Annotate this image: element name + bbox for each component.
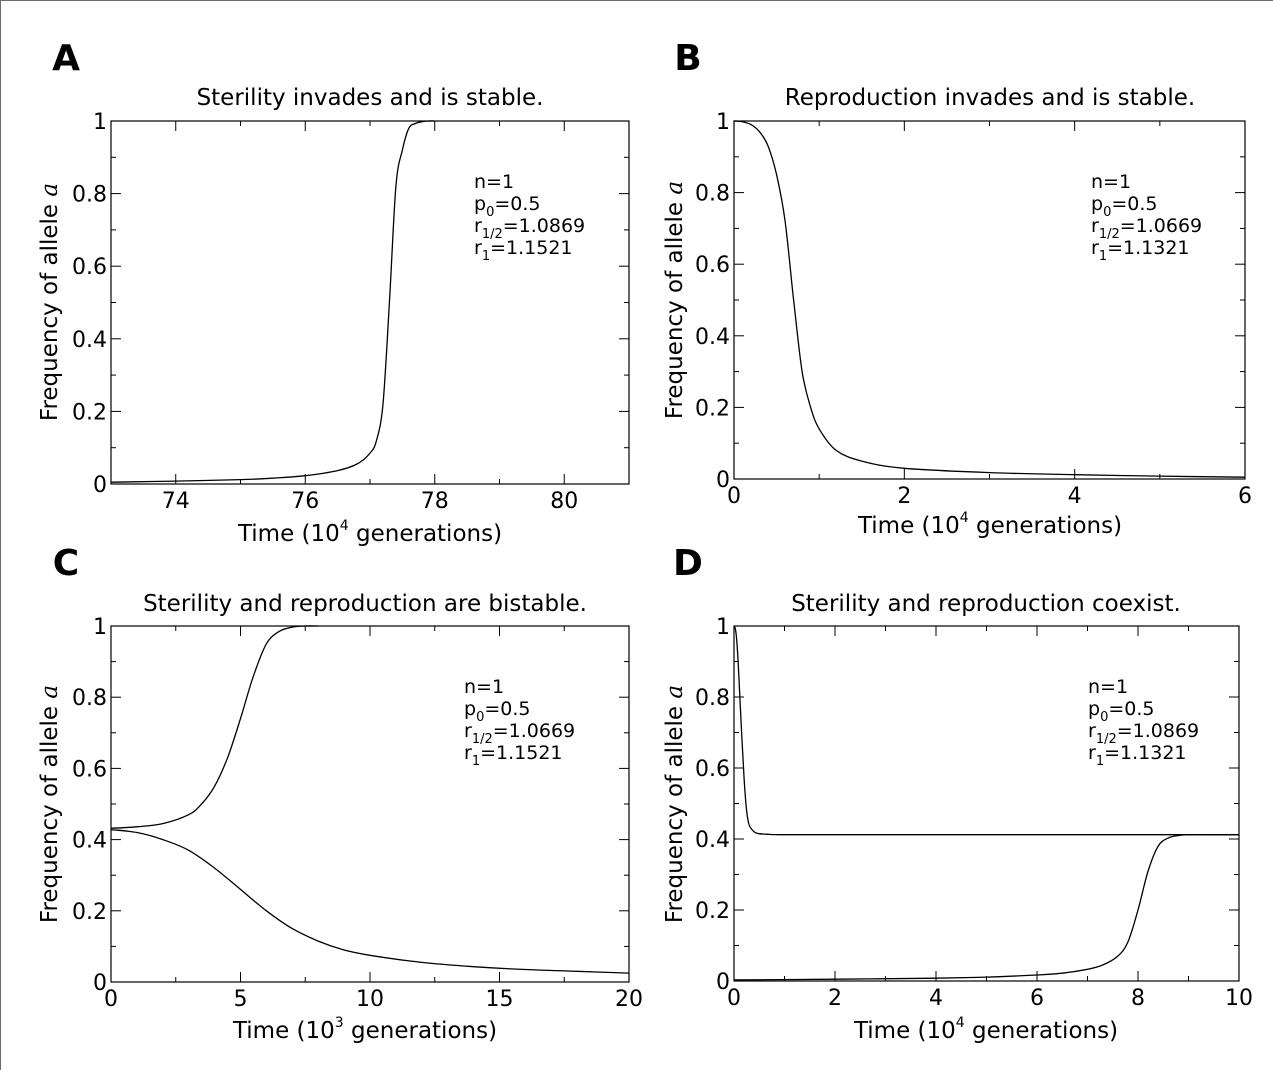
y-axis-label: Frequency of allele a [662,181,688,419]
x-axis-label: Time (103 generations) [232,1015,497,1044]
y-tick-label: 0.2 [72,900,107,925]
x-tick-label: 10 [356,987,384,1012]
y-tick-label: 0.6 [695,757,730,782]
series-line-1 [110,625,319,829]
y-tick-label: 0 [93,971,107,996]
parameter-line: r1/2=1.0869 [474,215,585,242]
y-tick-label: 0 [716,468,730,493]
panel-letter: A [52,38,80,79]
panel-letter: B [674,38,701,79]
chart-title: Reproduction invades and is stable. [785,85,1195,111]
x-axis-label: Time (104 generations) [237,518,502,547]
y-tick-label: 0.4 [695,325,730,350]
x-tick-label: 10 [1225,986,1253,1011]
parameter-line: p0=0.5 [464,698,530,725]
y-tick-label: 0.8 [695,182,730,207]
y-tick-label: 0.6 [695,253,730,278]
y-tick-label: 0.4 [695,828,730,853]
x-tick-label: 15 [486,987,514,1012]
parameter-line: r1=1.1321 [1088,742,1187,769]
y-axis-label: Frequency of allele a [37,685,63,923]
y-tick-label: 0.6 [72,757,107,782]
x-axis-label: Time (104 generations) [853,1015,1118,1044]
series-line-1 [733,625,1239,836]
y-axis-label: Frequency of allele a [662,685,688,923]
x-tick-label: 5 [234,987,248,1012]
parameter-line: n=1 [474,171,514,193]
plot-area-frame [110,625,630,983]
x-tick-label: 6 [1030,986,1044,1011]
y-tick-label: 1 [716,615,730,640]
parameter-line: n=1 [1088,676,1128,698]
x-tick-label: 6 [1238,484,1252,509]
y-tick-label: 0.8 [72,686,107,711]
y-tick-label: 0.2 [695,899,730,924]
y-tick-label: 0.8 [72,183,107,208]
parameter-line: p0=0.5 [1091,193,1157,220]
x-tick-label: 2 [897,484,911,509]
x-tick-label: 20 [615,987,643,1012]
x-tick-label: 80 [550,489,578,514]
y-tick-label: 0.6 [72,255,107,280]
series-line-2 [110,828,630,974]
x-tick-label: 2 [828,986,842,1011]
panel-b: B Reproduction invades and is stable. 0 2 4 6… [662,38,1252,539]
panel-letter: D [673,543,703,584]
x-axis-label: Time (104 generations) [857,510,1122,539]
y-tick-label: 0.4 [72,829,107,854]
y-tick-label: 1 [93,110,107,135]
y-tick-label: 0.2 [695,396,730,421]
y-tick-label: 0 [716,970,730,995]
panel-d: D Sterility and reproduction coexist. 0 2 4 6… [662,543,1253,1044]
plot-area-frame [733,120,1246,480]
panel-c: C Sterility and reproduction are bistable… [37,543,643,1044]
parameter-line: p0=0.5 [474,193,540,220]
series-line-2 [733,834,1239,981]
x-tick-label: 0 [727,986,741,1011]
plot-area-frame [733,625,1240,982]
series-line-1 [733,120,1246,478]
plot-area-frame [110,120,630,485]
y-tick-label: 1 [93,615,107,640]
parameter-line: r1/2=1.0669 [464,720,575,747]
y-tick-label: 0.8 [695,686,730,711]
chart-title: Sterility and reproduction coexist. [791,591,1181,617]
parameter-line: n=1 [464,676,504,698]
parameter-line: r1=1.1521 [464,742,563,769]
parameter-line: r1/2=1.0669 [1091,215,1202,242]
x-tick-label: 4 [929,986,943,1011]
x-tick-label: 4 [1068,484,1082,509]
chart-title: Sterility invades and is stable. [197,85,544,111]
parameter-line: n=1 [1091,171,1131,193]
y-tick-label: 1 [716,110,730,135]
parameter-line: p0=0.5 [1088,698,1154,725]
panel-letter: C [53,543,79,584]
parameter-line: r1=1.1321 [1091,237,1190,264]
y-tick-label: 0.4 [72,328,107,353]
x-tick-label: 8 [1131,986,1145,1011]
x-tick-label: 76 [291,489,319,514]
y-tick-label: 0 [93,473,107,498]
y-tick-label: 0.2 [72,400,107,425]
chart-title: Sterility and reproduction are bistable. [143,591,587,617]
x-tick-label: 78 [421,489,449,514]
parameter-line: r1=1.1521 [474,237,573,264]
x-tick-label: 0 [727,484,741,509]
series-line-1 [110,120,435,483]
x-tick-label: 0 [104,987,118,1012]
parameter-line: r1/2=1.0869 [1088,720,1199,747]
panel-a: A Sterility invades and is stable. 74 76 78 8… [37,38,630,547]
y-axis-label: Frequency of allele a [37,183,63,421]
x-tick-label: 74 [162,489,190,514]
